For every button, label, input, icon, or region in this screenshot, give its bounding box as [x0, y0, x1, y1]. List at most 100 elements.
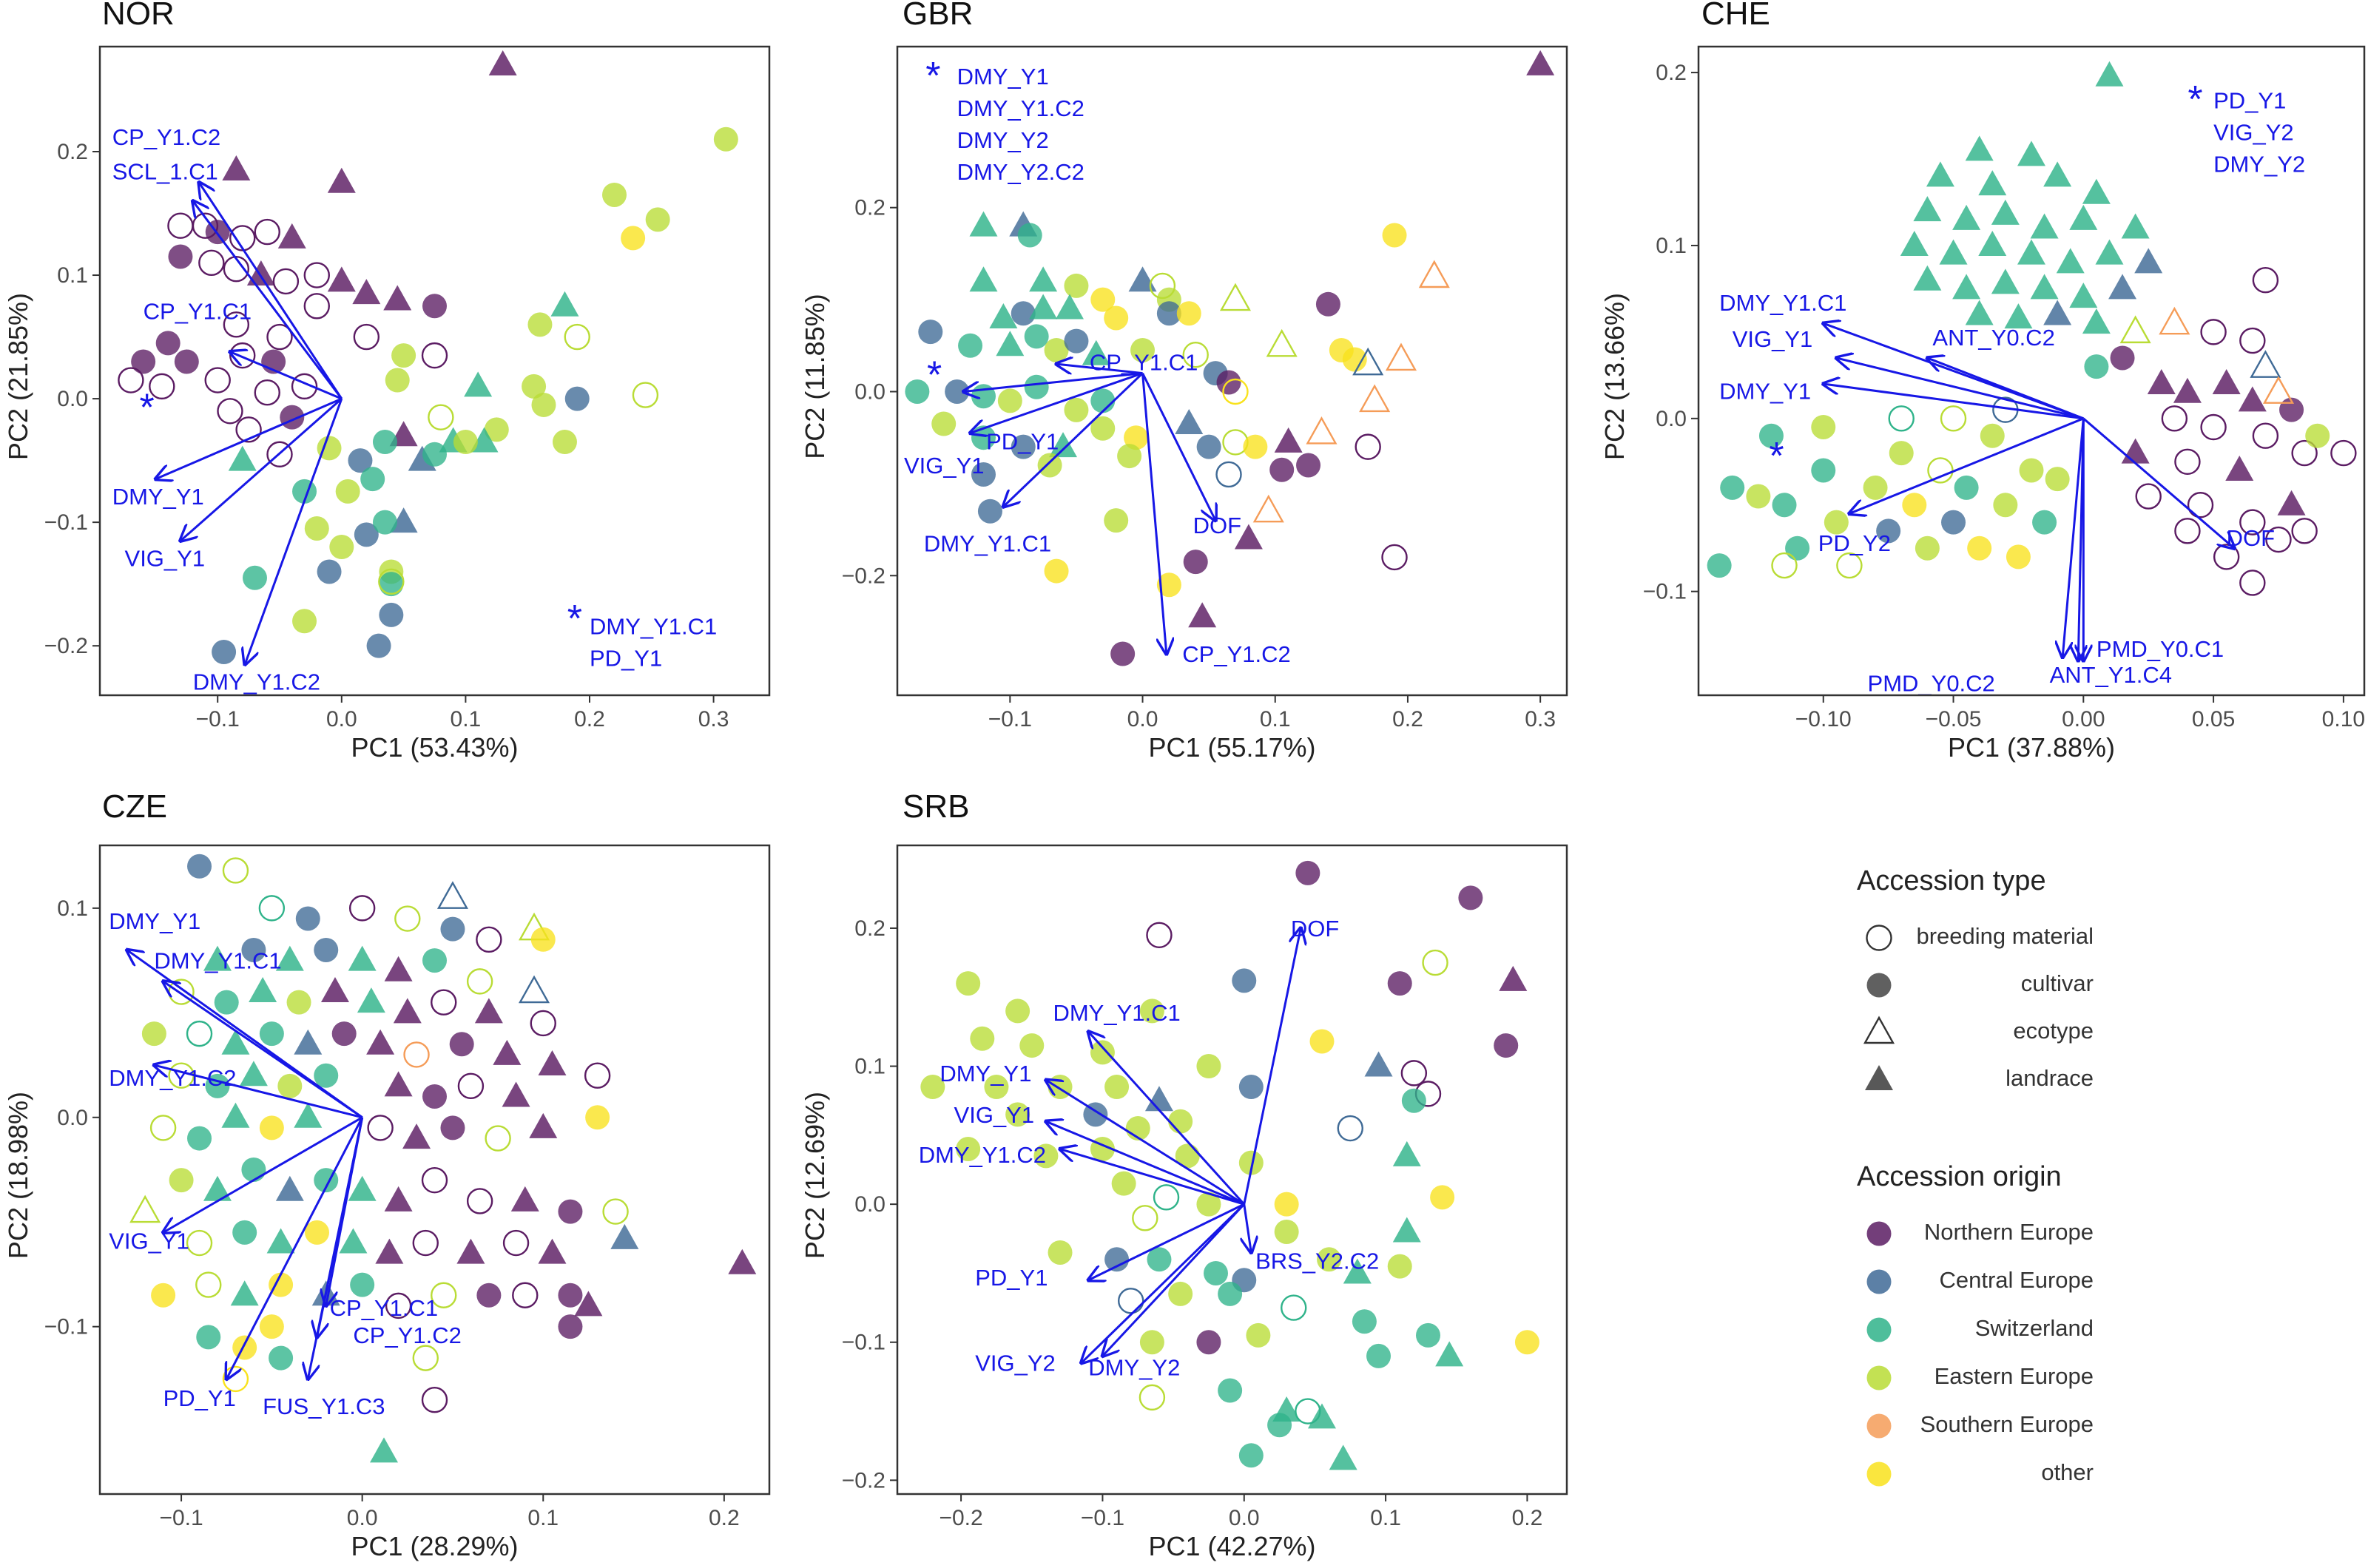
- data-point: [2212, 369, 2241, 395]
- data-point: [1514, 1330, 1539, 1355]
- data-point: [1218, 1378, 1243, 1403]
- data-point: [931, 411, 957, 436]
- data-point: [272, 268, 300, 295]
- data-point: [2250, 350, 2281, 378]
- data-point: [131, 349, 156, 374]
- data-point: [470, 427, 499, 453]
- data-point: [1811, 458, 1836, 483]
- x-tick-label: 0.0: [1229, 1506, 1260, 1530]
- data-point: [2330, 439, 2357, 467]
- data-point: [214, 990, 239, 1015]
- loading-label: DMY_Y1.C2: [109, 1065, 236, 1091]
- data-point: [212, 640, 237, 665]
- loading-label: VIG_Y1: [109, 1229, 189, 1254]
- y-tick-label: −0.1: [842, 1331, 886, 1355]
- data-point: [1238, 1150, 1264, 1175]
- data-point: [402, 1123, 431, 1149]
- legend-origin-swatch: [1866, 1413, 1892, 1439]
- loading-arrow: [1060, 1149, 1245, 1206]
- x-tick-label: −0.05: [1926, 707, 1982, 731]
- data-point: [1435, 1341, 1464, 1367]
- data-point: [2200, 413, 2227, 441]
- data-point: [378, 568, 405, 595]
- loading-label: DMY_Y1: [112, 484, 204, 510]
- y-tick-label: 0.0: [57, 387, 88, 411]
- data-point: [2030, 213, 2059, 239]
- data-point: [1104, 508, 1129, 533]
- data-point: [352, 279, 381, 305]
- x-tick-label: 0.3: [698, 707, 729, 731]
- data-point: [241, 1158, 266, 1182]
- data-point: [1430, 1185, 1455, 1210]
- data-point: [1309, 1029, 1335, 1054]
- note-label: PD_Y1: [590, 645, 662, 671]
- loading-label: DMY_Y1.C2: [193, 669, 320, 695]
- data-point: [645, 207, 670, 232]
- y-tick-label: 0.1: [1656, 234, 1687, 258]
- y-tick-label: 0.2: [57, 140, 88, 164]
- data-point: [303, 262, 330, 288]
- data-point: [1991, 199, 2020, 225]
- data-point: [1274, 427, 1303, 453]
- data-point: [221, 1029, 250, 1055]
- data-point: [2225, 455, 2254, 481]
- note-label: DMY_Y2: [957, 127, 1049, 153]
- loading-label: DMY_Y1: [940, 1061, 1031, 1087]
- data-point: [1342, 347, 1367, 372]
- data-point: [235, 416, 262, 443]
- panel-frame: [896, 45, 1568, 697]
- data-point: [1863, 475, 1888, 500]
- data-point: [1965, 135, 1994, 161]
- panel-frame: [98, 45, 771, 697]
- panel-title-cze: CZE: [102, 788, 167, 825]
- panel-srb: −0.2 −0.1 0.0 0.1 0.2 −0.2 −0.1 0.0 0.1 0.2 DOF DMY…: [842, 844, 1568, 1530]
- data-point: [1980, 423, 2005, 448]
- y-tick-label: 0.0: [1656, 407, 1687, 431]
- data-point: [1156, 301, 1181, 326]
- data-point: [457, 1072, 485, 1100]
- legend-origin-swatch: [1866, 1461, 1892, 1487]
- data-point: [1415, 1322, 1440, 1348]
- star-marker: *: [140, 386, 155, 429]
- data-point: [989, 303, 1018, 328]
- data-point: [228, 445, 257, 471]
- data-point: [2135, 483, 2162, 510]
- data-point: [1064, 273, 1089, 298]
- loading-label: PMD_Y0.C1: [2097, 636, 2224, 662]
- loading-label: DMY_Y1.C1: [154, 948, 281, 974]
- data-point: [254, 379, 280, 406]
- x-tick-label: −0.1: [988, 707, 1032, 731]
- data-point: [1266, 328, 1298, 357]
- data-point: [203, 1175, 232, 1201]
- data-point: [2291, 439, 2318, 467]
- x-axis-label-srb: PC1 (42.27%): [1148, 1531, 1316, 1561]
- data-point: [1746, 484, 1771, 509]
- data-point: [918, 320, 943, 345]
- loading-label: DMY_Y1.C1: [1053, 1000, 1180, 1026]
- data-point: [1048, 1240, 1073, 1265]
- data-point: [464, 371, 493, 397]
- data-point: [1499, 965, 1528, 991]
- loading-arrow: [163, 1116, 363, 1233]
- panel-gbr: −0.1 0.0 0.1 0.2 0.3 −0.2 0.0 0.2 CP_Y1.C1 PD_Y1V…: [842, 45, 1568, 731]
- data-point: [1243, 434, 1268, 459]
- loading-arrow: [1082, 1203, 1245, 1363]
- loading-arrow: [2082, 417, 2234, 548]
- data-point: [367, 1115, 394, 1141]
- data-point: [502, 1081, 530, 1107]
- y-tick-label: 0.1: [57, 263, 88, 288]
- data-point: [531, 392, 556, 417]
- data-point: [1019, 1033, 1045, 1058]
- data-point: [2238, 386, 2267, 412]
- data-point: [1082, 339, 1110, 365]
- data-point: [574, 1291, 603, 1317]
- y-tick-label: 0.0: [57, 1106, 88, 1130]
- legend-origin-swatch: [1866, 1269, 1892, 1294]
- data-point: [1392, 1140, 1421, 1166]
- loading-arrow: [163, 981, 363, 1119]
- data-point: [204, 367, 231, 393]
- data-point: [1915, 535, 1940, 561]
- data-point: [1238, 1443, 1264, 1468]
- data-point: [1029, 266, 1058, 292]
- data-point: [2291, 518, 2318, 544]
